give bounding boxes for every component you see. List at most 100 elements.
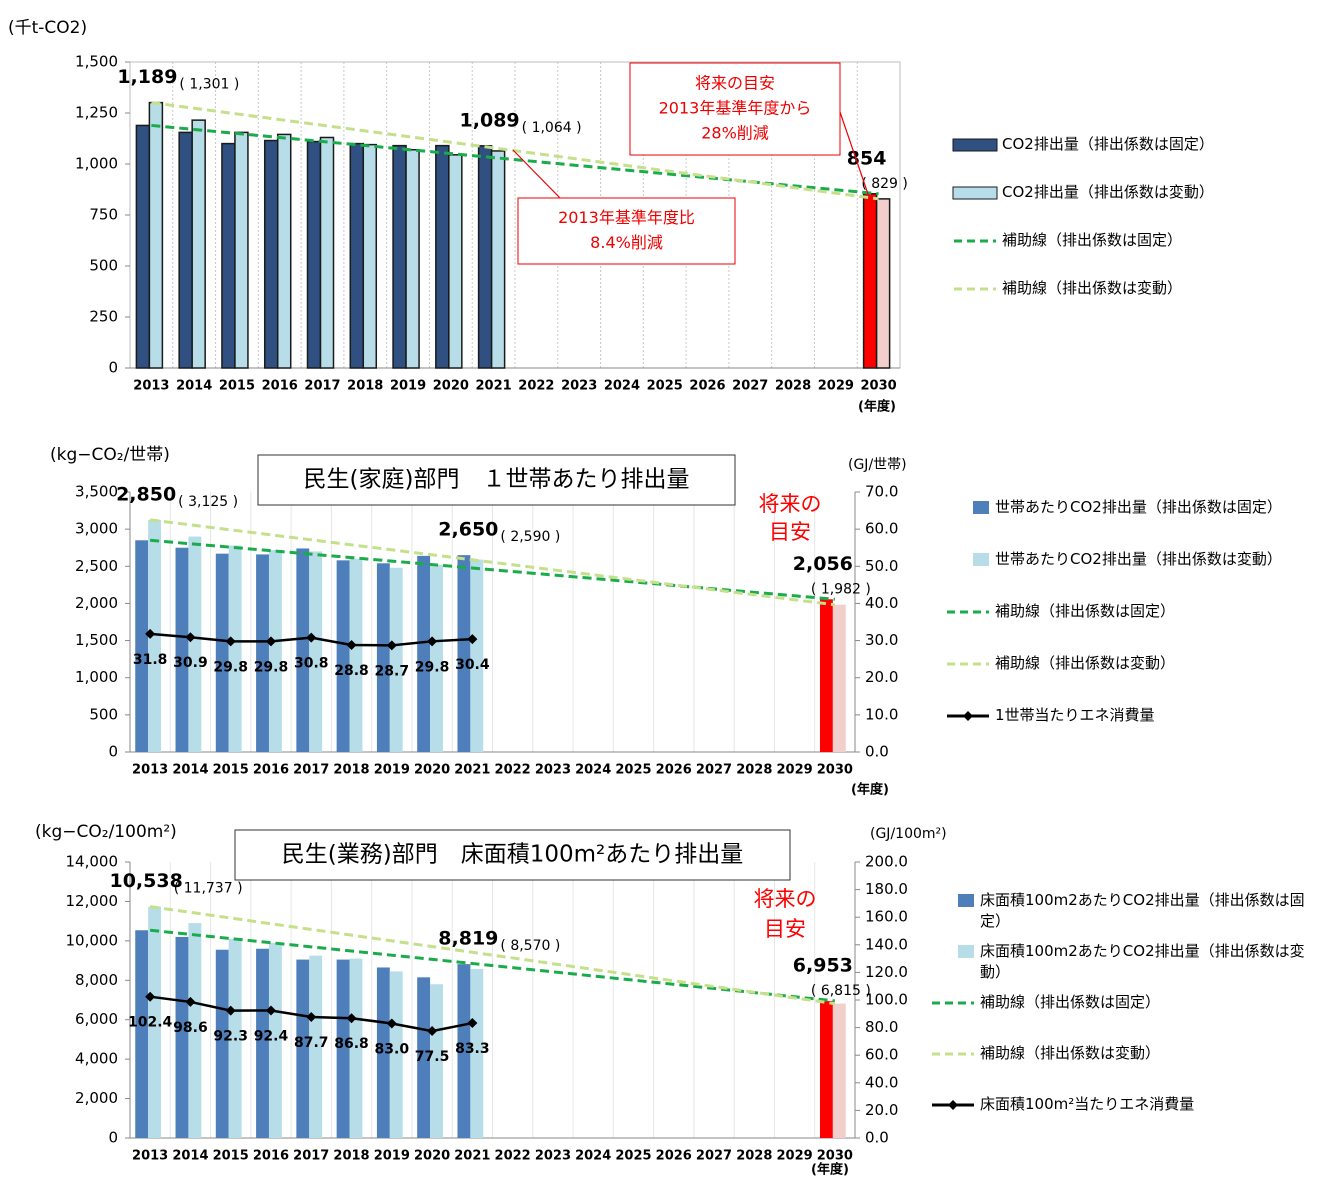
y-tick-label: 0 (108, 1129, 118, 1147)
x-tick-label: 2013 (132, 1149, 168, 1164)
bar (448, 154, 463, 369)
y-tick-label: 3,000 (75, 520, 118, 538)
bar (148, 101, 164, 369)
bar (135, 540, 149, 752)
x-tick-label: 2026 (656, 763, 692, 778)
y2-tick-label: 40.0 (865, 594, 898, 612)
y-axis-label: (千t-CO2) (8, 18, 87, 38)
legend-swatch (973, 553, 989, 566)
legend-swatch (958, 894, 974, 907)
legend-entry: 1世帯当たりエネ消費量 (945, 705, 1295, 726)
callout-box (629, 62, 841, 156)
x-tick-label: 2030 (817, 1149, 853, 1164)
callout-pointer (839, 111, 869, 195)
bar (457, 555, 471, 752)
bar (349, 142, 365, 369)
bar (490, 150, 506, 369)
bar (148, 906, 162, 1138)
y2-tick-label: 160.0 (865, 908, 908, 926)
y-tick-label: 0 (108, 359, 118, 377)
legend-label: 床面積100m2あたりCO2排出量（排出係数は変動） (980, 942, 1305, 981)
callout-text: 28%削減 (701, 124, 769, 143)
x-tick-label: 2013 (133, 379, 169, 394)
bar (457, 964, 471, 1138)
x-tick-label: 2023 (561, 379, 597, 394)
swatch-box (973, 553, 989, 566)
legend-entry: 床面積100m2あたりCO2排出量（排出係数は変動） (930, 941, 1315, 983)
bar (256, 554, 269, 752)
y-tick-label: 500 (89, 705, 118, 723)
bar (228, 938, 242, 1138)
x-tick-label: 2028 (736, 1149, 772, 1164)
energy-marker (427, 636, 438, 647)
bar (417, 977, 431, 1138)
x-unit-label: (年度) (851, 782, 889, 798)
bar (191, 119, 206, 369)
bar (188, 536, 202, 752)
energy-label: 30.8 (294, 656, 329, 672)
bar (319, 136, 335, 369)
x-tick-label: 2018 (333, 1149, 369, 1164)
x-tick-label: 2019 (374, 1149, 410, 1164)
x-tick-label: 2016 (253, 1149, 289, 1164)
energy-label: 92.4 (254, 1028, 289, 1044)
legend-swatch (932, 1052, 974, 1056)
x-tick-label: 2021 (476, 379, 512, 394)
bar (417, 555, 431, 752)
energy-marker (346, 640, 357, 651)
bar-value-label: ( 1,301 ) (179, 77, 239, 93)
callout-box (517, 197, 736, 265)
target-note: 目安 (769, 520, 811, 544)
y2-tick-label: 40.0 (865, 1073, 898, 1091)
x-tick-label: 2013 (132, 763, 168, 778)
x-tick-label: 2026 (689, 379, 725, 394)
legend-swatch (947, 610, 989, 614)
x-tick-label: 2027 (732, 379, 768, 394)
callout-pointer (512, 149, 561, 199)
guide-line (151, 101, 879, 201)
legend-entry: CO2排出量（排出係数は固定） (952, 134, 1282, 155)
bar (175, 547, 189, 752)
bar-value-label: 2,850 (116, 483, 176, 505)
guide-line (149, 518, 836, 607)
legend-entry: 補助線（排出係数は変動） (945, 653, 1295, 674)
x-tick-label: 2017 (293, 763, 329, 778)
target-note: 将来の (759, 492, 822, 516)
y2-tick-label: 80.0 (865, 1018, 898, 1036)
y2-tick-label: 20.0 (865, 1101, 898, 1119)
bar (234, 131, 249, 369)
energy-label: 29.8 (415, 659, 450, 675)
bar (349, 558, 363, 752)
legend-entry: 補助線（排出係数は固定） (930, 992, 1315, 1013)
legend-entry: 補助線（排出係数は固定） (945, 601, 1295, 622)
x-tick-label: 2019 (390, 379, 426, 394)
bar (336, 959, 350, 1138)
bar-value-label: 1,089 (460, 109, 520, 131)
legend-label: 補助線（排出係数は固定） (995, 602, 1176, 620)
bar-value-label: ( 6,815 ) (811, 983, 871, 999)
target-note: 目安 (764, 917, 806, 941)
energy-marker (346, 1013, 357, 1024)
y2-tick-label: 50.0 (865, 557, 898, 575)
y-tick-label: 2,000 (75, 1089, 118, 1107)
x-tick-label: 2022 (495, 763, 531, 778)
bar (256, 948, 269, 1138)
y-tick-label: 1,000 (75, 668, 118, 686)
y-tick-label: 12,000 (66, 892, 119, 910)
energy-label: 92.3 (213, 1029, 248, 1045)
y2-tick-label: 60.0 (865, 1046, 898, 1064)
bar (389, 567, 403, 752)
legend-label: 補助線（排出係数は固定） (1002, 231, 1183, 249)
x-tick-label: 2017 (293, 1149, 329, 1164)
energy-marker (225, 1005, 236, 1016)
legend-entry: 補助線（排出係数は変動） (930, 1043, 1315, 1064)
legend-swatch (952, 138, 998, 152)
y-tick-label: 1,000 (75, 155, 118, 173)
y-tick-label: 2,500 (75, 557, 118, 575)
energy-marker (145, 628, 156, 639)
energy-label: 87.7 (294, 1035, 329, 1051)
bar (435, 144, 450, 369)
energy-marker (265, 1005, 276, 1016)
legend-label: CO2排出量（排出係数は変動） (1002, 183, 1214, 201)
y-tick-label: 1,500 (75, 53, 118, 71)
